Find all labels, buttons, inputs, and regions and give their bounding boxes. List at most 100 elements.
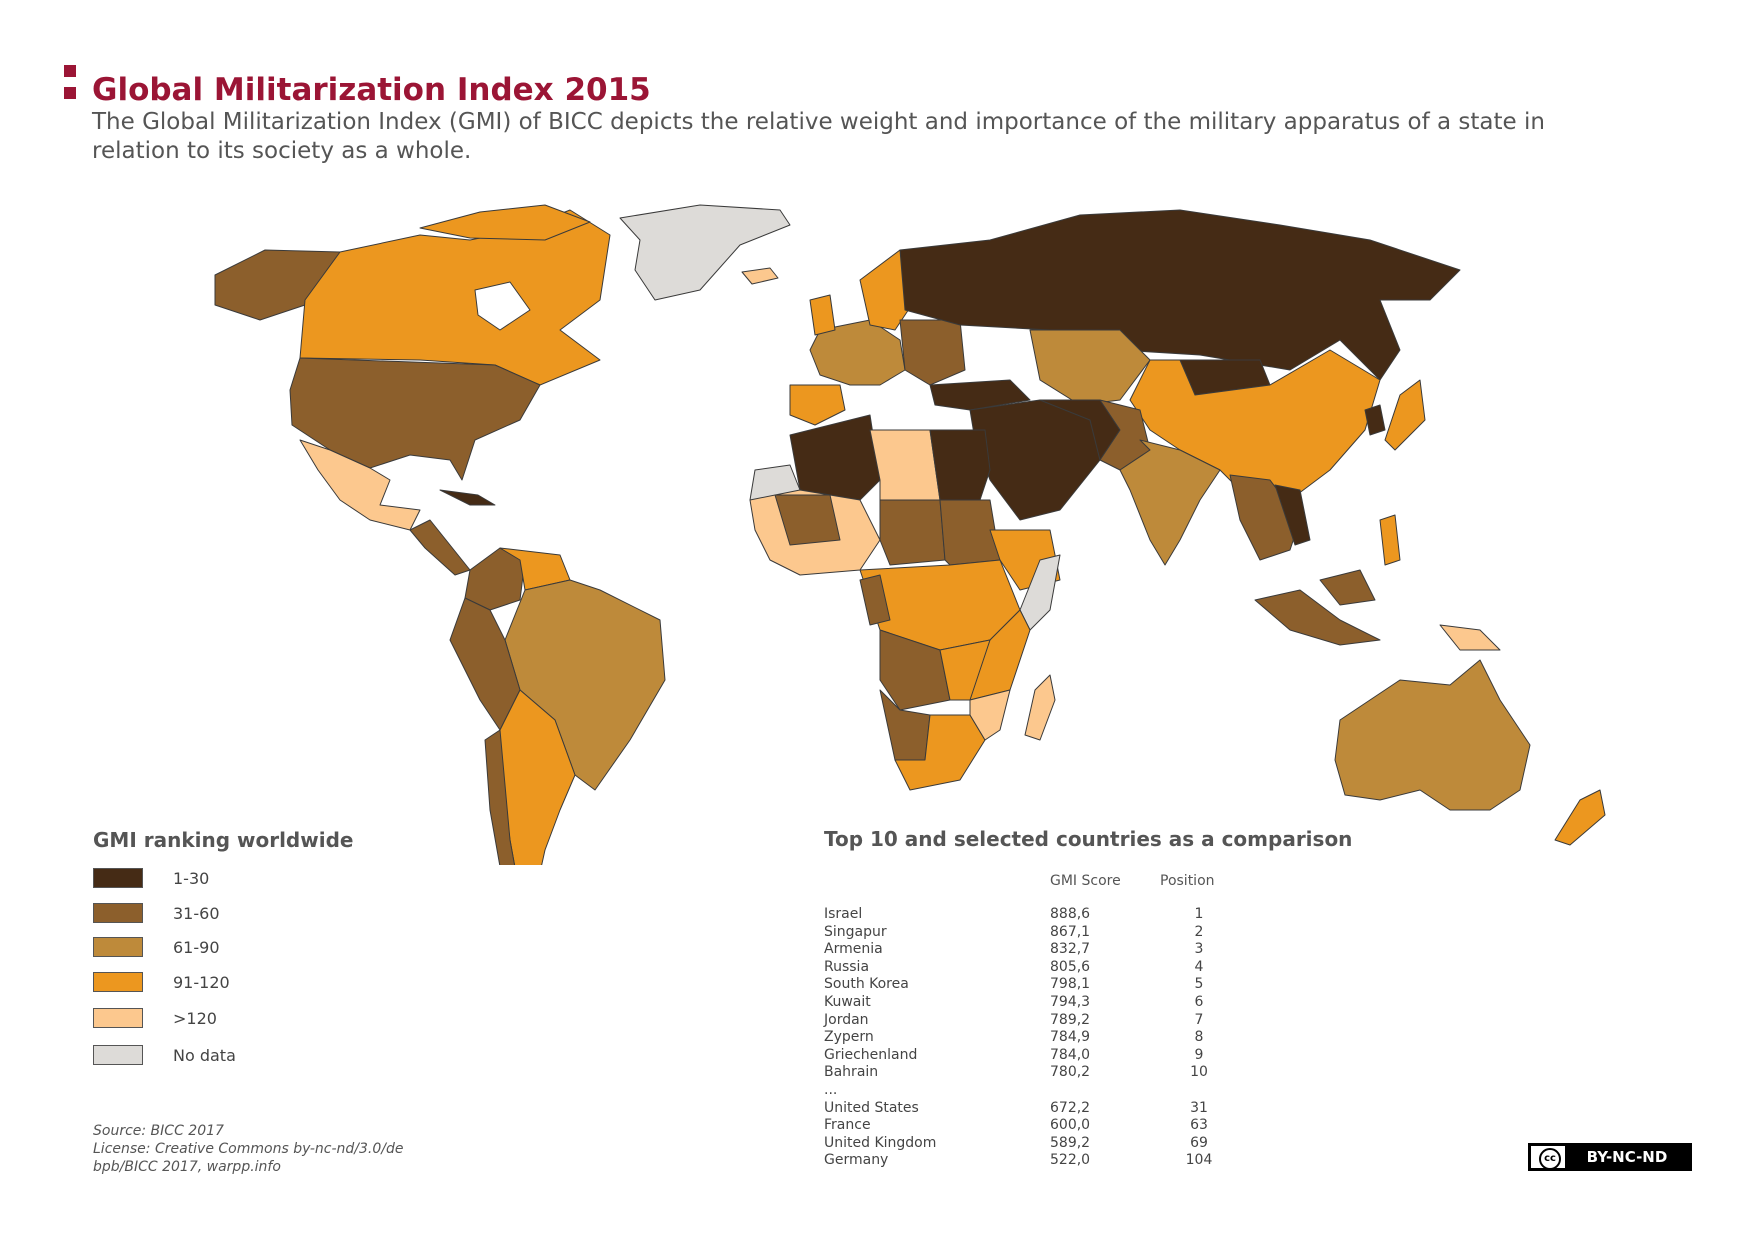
score-cell: 794,3: [1050, 994, 1091, 1010]
table-row: Zypern 784,9 8: [824, 1029, 1224, 1046]
table-row: United States 672,2 31: [824, 1100, 1224, 1117]
score-cell: 832,7: [1050, 941, 1091, 958]
table-row: Israel 888,6 1: [824, 906, 1224, 923]
legend-label: 1-30: [173, 869, 210, 888]
source-line: Source: BICC 2017: [93, 1123, 224, 1139]
region-uk: [809, 294, 836, 336]
region-vietnam: [1274, 484, 1311, 546]
region-eastern-europe: [899, 319, 966, 386]
region-iberia: [789, 384, 846, 426]
score-cell: 784,0: [1050, 1046, 1091, 1063]
position-cell: 4: [1194, 958, 1204, 975]
score-cell: 805,6: [1050, 958, 1091, 975]
position-cell: 8: [1194, 1029, 1204, 1046]
legend-swatch: [93, 1008, 143, 1028]
region-madagascar: [1024, 674, 1056, 741]
country-cell: France: [824, 1117, 871, 1134]
country-cell: Israel: [824, 906, 863, 922]
region-cuba: [439, 489, 496, 506]
region-mali: [774, 494, 841, 546]
table-row: Germany 522,0 104: [824, 1152, 1224, 1169]
position-cell: 10: [1190, 1064, 1208, 1081]
region-philippines: [1379, 514, 1401, 566]
region-china: [1129, 349, 1381, 501]
region-borneo: [1319, 569, 1376, 606]
legend-label: >120: [173, 1009, 217, 1028]
region-russia: [899, 209, 1461, 381]
page-subtitle: The Global Militarization Index (GMI) of…: [92, 109, 1545, 164]
score-cell: 798,1: [1050, 976, 1091, 993]
score-cell: 780,2: [1050, 1064, 1091, 1081]
country-cell: Russia: [824, 958, 870, 975]
region-new-zealand: [1554, 789, 1606, 846]
position-cell: 104: [1185, 1152, 1213, 1169]
legend-swatch: [93, 972, 143, 992]
legend-swatch: [93, 1045, 143, 1065]
region-canada: [299, 209, 611, 386]
region-chile: [484, 729, 516, 865]
cc-icon: cc: [1539, 1148, 1561, 1170]
legend-swatch: [93, 868, 143, 888]
license-badge-text: BY-NC-ND: [1565, 1146, 1689, 1168]
accent-square-bottom: [64, 87, 76, 99]
region-japan: [1384, 379, 1426, 451]
region-indonesia: [1254, 589, 1381, 646]
position-cell: 31: [1190, 1099, 1208, 1116]
table-row: United Kingdom 589,2 69: [824, 1135, 1224, 1152]
table-row: Singapur 867,1 2: [824, 924, 1224, 941]
country-cell: Griechenland: [824, 1046, 918, 1063]
region-central-america: [409, 519, 471, 576]
legend-swatch: [93, 937, 143, 957]
region-turkey: [929, 379, 1031, 411]
region-angola: [879, 629, 951, 711]
country-cell: Zypern: [824, 1029, 874, 1046]
region-central-asia: [1029, 329, 1151, 406]
region-iceland: [741, 267, 779, 285]
region-greenland: [619, 204, 791, 301]
table-row: ...: [824, 1082, 1224, 1099]
region-cameroon: [859, 574, 891, 626]
legend-swatch: [93, 903, 143, 923]
license-badge: cc BY-NC-ND: [1528, 1143, 1692, 1171]
score-cell: 672,2: [1050, 1099, 1091, 1116]
table-row: Jordan 789,2 7: [824, 1012, 1224, 1029]
region-egypt: [929, 429, 991, 501]
country-cell: Bahrain: [824, 1064, 879, 1081]
score-cell: 888,6: [1050, 906, 1091, 922]
table-row: South Korea 798,1 5: [824, 976, 1224, 993]
position-cell: 3: [1194, 941, 1204, 958]
region-mozambique: [969, 689, 1011, 741]
position-cell: 9: [1194, 1046, 1204, 1063]
score-cell: 784,9: [1050, 1029, 1091, 1046]
license-line: License: Creative Commons by-nc-nd/3.0/d…: [93, 1141, 404, 1157]
position-cell: 5: [1194, 976, 1204, 993]
score-cell: 867,1: [1050, 923, 1091, 940]
region-australia: [1334, 659, 1531, 811]
region-somalia: [1019, 554, 1061, 631]
source-block: Source: BICC 2017 License: Creative Comm…: [93, 1122, 404, 1176]
region-north-africa: [789, 414, 881, 501]
region-usa: [289, 357, 541, 481]
accent-square-top: [64, 65, 76, 77]
table-row: Bahrain 780,2 10: [824, 1064, 1224, 1081]
table-title: Top 10 and selected countries as a compa…: [824, 827, 1353, 851]
country-cell: Singapur: [824, 923, 887, 940]
score-cell: 789,2: [1050, 1011, 1091, 1028]
legend-label: 31-60: [173, 904, 220, 923]
legend-label: No data: [173, 1046, 236, 1065]
country-cell: Jordan: [824, 1011, 869, 1028]
region-india: [1119, 439, 1221, 566]
page-title: Global Militarization Index 2015: [92, 72, 651, 108]
credit-line: bpb/BICC 2017, warpp.info: [93, 1159, 281, 1175]
world-map: [214, 204, 1606, 865]
country-cell: Kuwait: [824, 994, 871, 1010]
region-southeast-asia: [1229, 474, 1301, 561]
score-cell: 600,0: [1050, 1117, 1091, 1134]
hudson-bay: [474, 281, 531, 331]
score-cell: 589,2: [1050, 1134, 1091, 1151]
position-cell: 69: [1190, 1134, 1208, 1151]
table-row: Armenia 832,7 3: [824, 941, 1224, 958]
region-libya: [869, 429, 941, 501]
score-cell: 522,0: [1050, 1152, 1091, 1169]
country-cell: Armenia: [824, 941, 883, 958]
